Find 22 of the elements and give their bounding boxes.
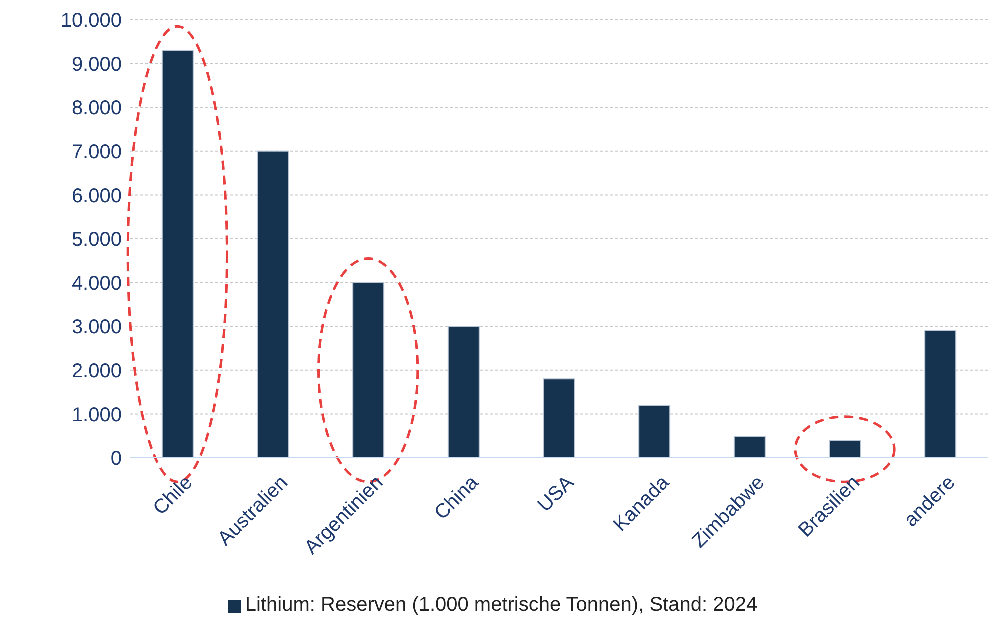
bar (448, 326, 480, 458)
bar (734, 436, 766, 458)
bar (257, 150, 290, 458)
bar (162, 50, 194, 458)
y-tick-label: 0 (110, 448, 122, 470)
y-tick-label: 6.000 (72, 185, 122, 208)
y-tick-label: 1.000 (72, 404, 122, 426)
y-tick-label: 7.000 (72, 142, 122, 164)
legend-label: Lithium: Reserven (1.000 metrische Tonnen), Stand: 2024 (245, 594, 758, 616)
y-tick-label: 3.000 (72, 316, 122, 339)
bar (829, 440, 862, 458)
y-tick-label: 2.000 (72, 360, 122, 382)
x-tick-label: USA (534, 471, 579, 517)
bar (924, 330, 957, 458)
bar (543, 378, 576, 458)
y-tick-label: 5.000 (72, 229, 122, 252)
y-tick-label: 4.000 (72, 272, 122, 295)
y-tick-label: 8.000 (72, 98, 122, 120)
y-tick-label: 9.000 (72, 54, 122, 76)
bar (638, 404, 671, 458)
bar (352, 282, 385, 458)
y-tick-label: 10.000 (60, 10, 122, 32)
